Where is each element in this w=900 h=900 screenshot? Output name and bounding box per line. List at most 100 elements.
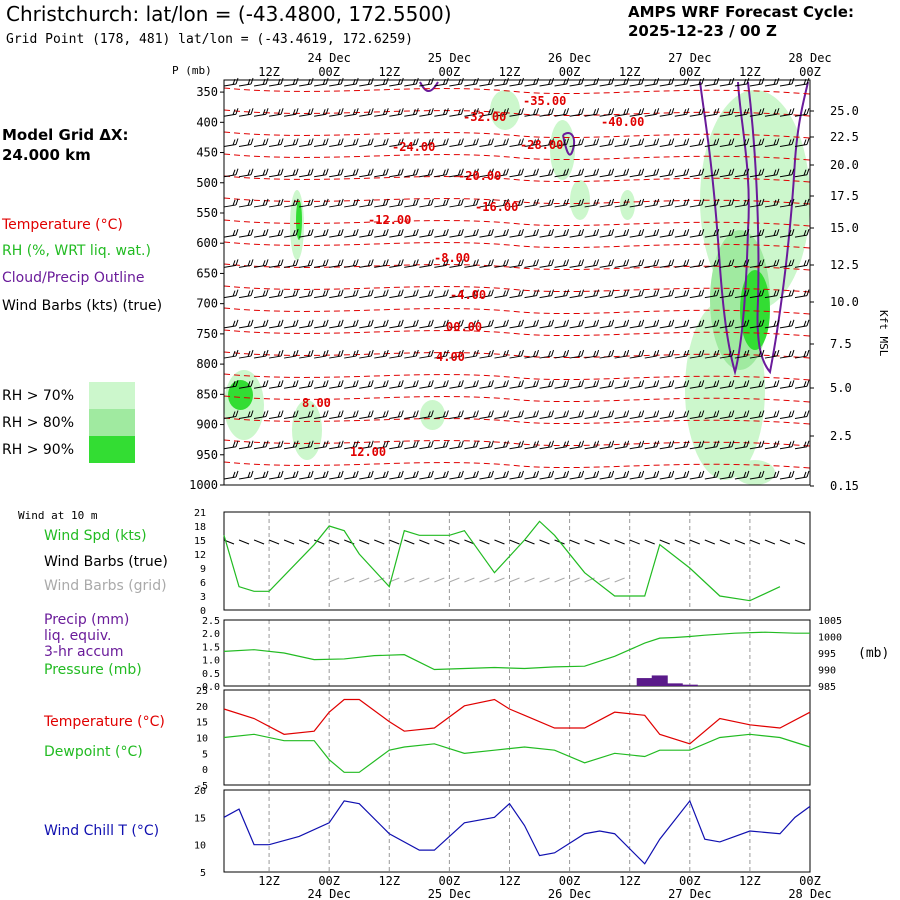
wind-barb bbox=[704, 349, 720, 359]
wind-barb-flag bbox=[686, 470, 690, 478]
wind-barb-flag bbox=[502, 199, 506, 206]
wind-barb bbox=[734, 198, 750, 208]
wind-barb bbox=[434, 168, 449, 178]
wind-barb-flag bbox=[487, 350, 491, 357]
wind-barb-flag bbox=[487, 441, 491, 448]
wind-barb-flag bbox=[608, 139, 612, 146]
wind-barb-flag bbox=[653, 139, 657, 146]
wind-barb-shaft bbox=[539, 264, 552, 268]
wind-barb-flag bbox=[472, 471, 476, 478]
wind-barb-flag bbox=[521, 380, 524, 387]
wind-barb-flag bbox=[536, 229, 539, 236]
wind-barb-shaft bbox=[554, 416, 567, 420]
wind-barb-shaft bbox=[614, 446, 627, 450]
wind-barb bbox=[223, 138, 239, 147]
wind-barb bbox=[404, 229, 419, 238]
wind-barb-flag bbox=[307, 199, 311, 206]
wind-barb-shaft bbox=[779, 416, 793, 420]
wind-barb-shaft bbox=[419, 416, 432, 420]
wind-barb-flag bbox=[551, 380, 555, 387]
wind-barb-flag bbox=[247, 441, 251, 448]
wind-barb-shaft bbox=[509, 295, 522, 299]
wind-barb-flag bbox=[773, 290, 777, 297]
wind-barb bbox=[509, 410, 524, 420]
wind-barb-shaft bbox=[374, 234, 387, 238]
wind-barb-flag bbox=[340, 349, 344, 357]
wind-barb-flag bbox=[322, 229, 326, 236]
wind-barb-flag bbox=[758, 260, 762, 267]
wind-barb bbox=[584, 168, 600, 178]
wind-barb bbox=[689, 198, 705, 208]
wind-barb-flag bbox=[773, 350, 777, 357]
wind-barb bbox=[599, 259, 615, 268]
wind-barb-shaft bbox=[689, 325, 702, 329]
wind-barb bbox=[404, 259, 419, 268]
wind-barb-shaft bbox=[253, 113, 267, 117]
wind-barb bbox=[449, 229, 464, 238]
wind-barb bbox=[659, 229, 675, 238]
wind-barb-shaft bbox=[223, 264, 237, 268]
wind-barb-shaft bbox=[614, 476, 627, 480]
wind-barb bbox=[749, 108, 765, 117]
wind-barb-flag bbox=[295, 440, 299, 447]
wind-barb bbox=[539, 410, 555, 420]
wind-barb bbox=[539, 319, 555, 329]
wind-barb-flag bbox=[472, 290, 476, 297]
wind-barb bbox=[374, 138, 389, 147]
wind-barb-flag bbox=[671, 138, 675, 145]
wind-barb-flag bbox=[578, 139, 582, 146]
wind-barb bbox=[509, 229, 524, 238]
wind-barb-flag bbox=[641, 319, 645, 326]
temperature-label: -28.00 bbox=[520, 138, 563, 152]
wind-barb-shaft bbox=[629, 264, 642, 268]
wind-barb-flag bbox=[385, 77, 389, 85]
wind-barb-shaft bbox=[314, 264, 327, 268]
wind-barb-shaft bbox=[434, 264, 447, 268]
wind-barb-flag bbox=[385, 138, 389, 145]
wind-barb-flag bbox=[352, 350, 356, 357]
wind-barb bbox=[494, 259, 509, 268]
wind-barb-shaft bbox=[599, 355, 612, 359]
wind-barb bbox=[674, 138, 690, 147]
wind-barb-flag bbox=[773, 229, 777, 236]
wind-barb-flag bbox=[686, 168, 690, 175]
wind10m-barb bbox=[509, 539, 520, 545]
wind-barb-flag bbox=[295, 259, 299, 266]
wind-barb-shaft bbox=[644, 204, 657, 208]
wind-barb-shaft bbox=[329, 295, 342, 299]
wind-barb-flag bbox=[397, 139, 401, 146]
height-tick: 5.0 bbox=[830, 381, 852, 395]
wind-barb-flag bbox=[502, 169, 506, 176]
wind-barb bbox=[539, 229, 555, 238]
wind-barb-shaft bbox=[674, 83, 687, 87]
height-tick: 15.0 bbox=[830, 221, 859, 235]
wind-barb-flag bbox=[686, 289, 690, 296]
wind-barb-flag bbox=[460, 319, 464, 326]
wind-barb-shaft bbox=[569, 446, 582, 450]
wind-barb-flag bbox=[457, 411, 461, 418]
wind-barb bbox=[584, 349, 600, 359]
wind-barb-flag bbox=[295, 289, 299, 296]
wind-barb-shaft bbox=[539, 113, 552, 117]
wind10m-grid-barb bbox=[419, 577, 430, 583]
wind-barb-flag bbox=[683, 109, 687, 115]
wind-barb-flag bbox=[683, 441, 687, 448]
wind-barb bbox=[419, 470, 434, 480]
wind-barb-flag bbox=[698, 199, 702, 206]
wind-barb-flag bbox=[533, 441, 536, 448]
wind-speed-tick: 21 bbox=[194, 508, 206, 519]
wind-barb-shaft bbox=[719, 325, 732, 329]
wind-barb bbox=[344, 380, 359, 389]
wind-barb-shaft bbox=[779, 385, 793, 389]
wind-barb bbox=[584, 319, 600, 329]
wind10m-grid-barb bbox=[539, 577, 550, 583]
wind-barb-shaft bbox=[674, 446, 687, 450]
wind-barb bbox=[524, 138, 539, 147]
wind-barb-shaft bbox=[479, 385, 492, 389]
wind-barb-flag bbox=[623, 350, 627, 357]
wind-barb bbox=[524, 168, 539, 178]
wind-barb-shaft bbox=[238, 234, 252, 238]
wind10m-barb bbox=[659, 539, 670, 545]
wind-barb-shaft bbox=[253, 83, 267, 87]
wind-barb-shaft bbox=[524, 385, 537, 389]
